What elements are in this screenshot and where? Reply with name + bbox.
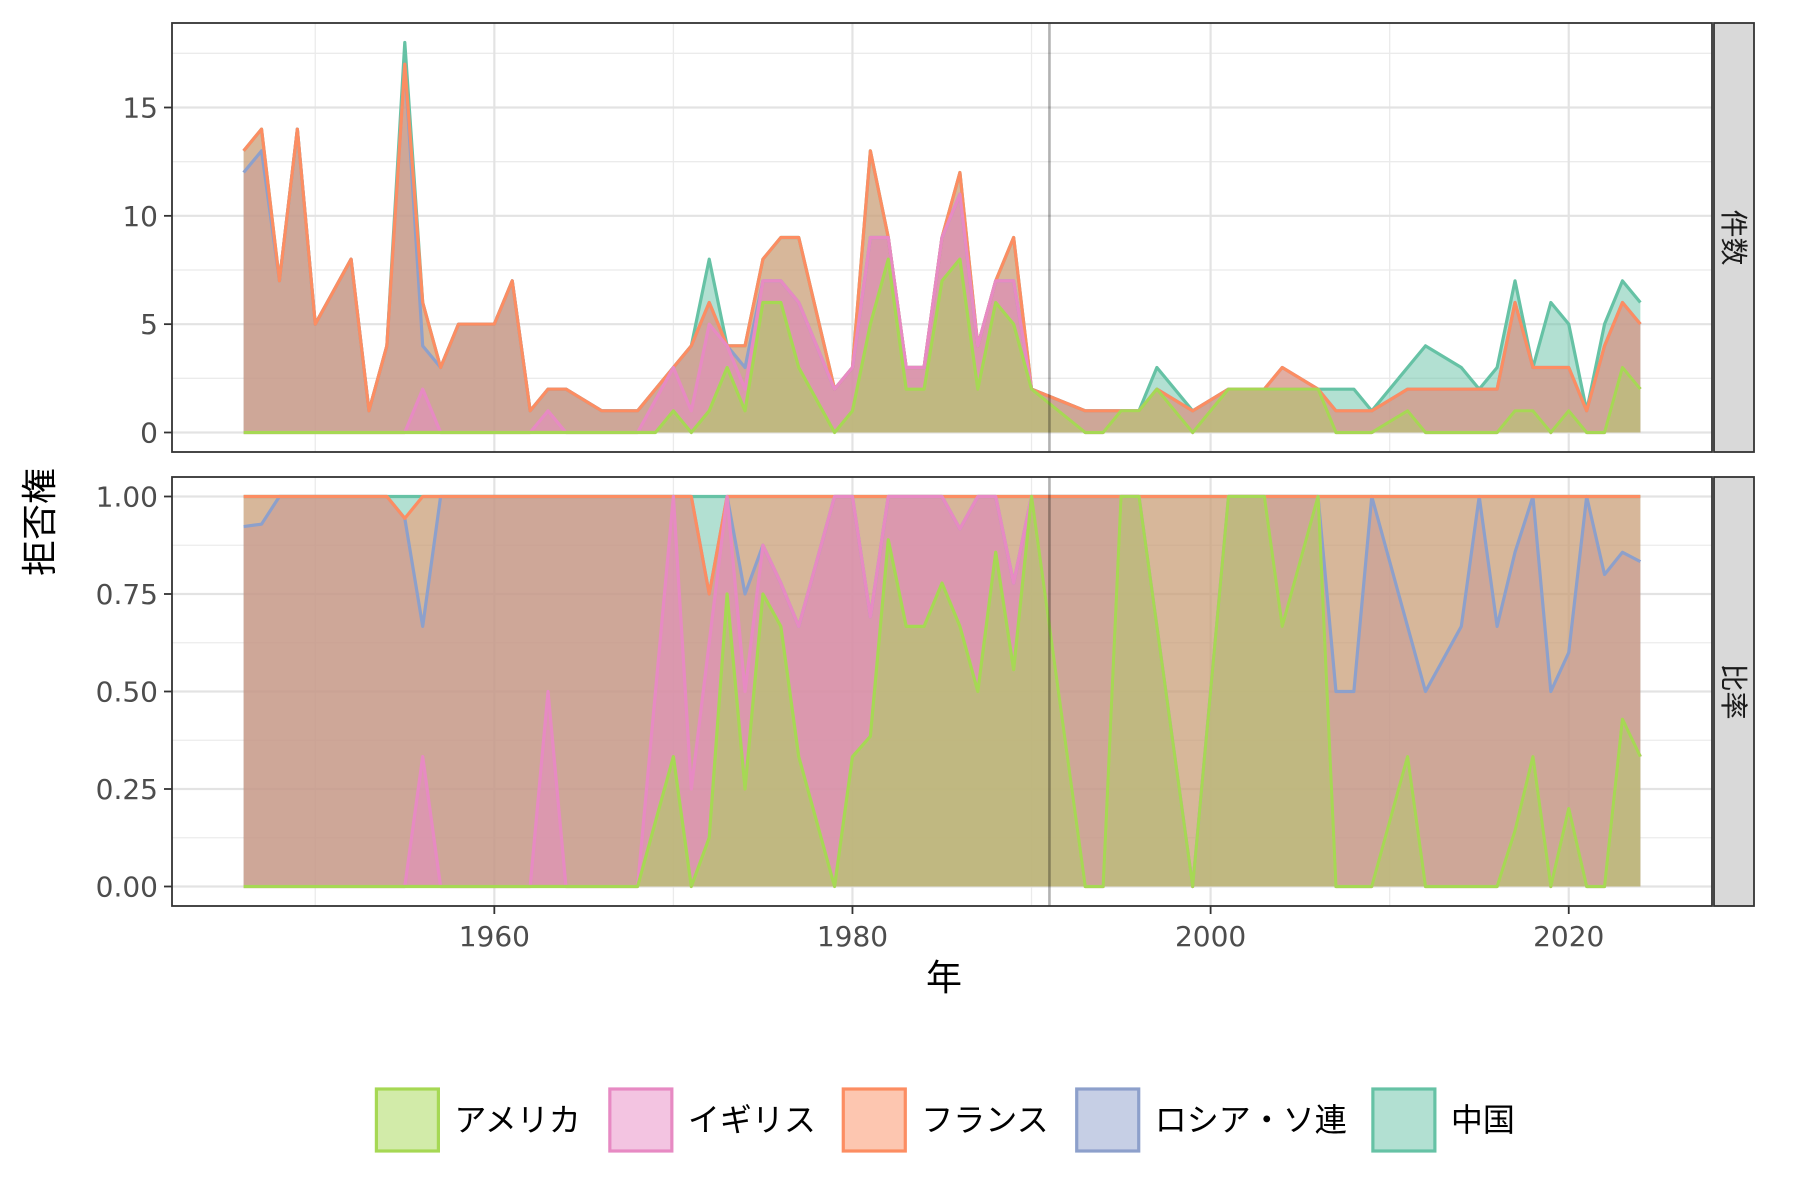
panel-border	[171, 22, 1713, 453]
legend-key-swatch	[374, 1087, 440, 1153]
legend-item-usa: アメリカ	[374, 1087, 581, 1153]
panel-1: 0 5 10 15 件数	[122, 22, 1755, 453]
facet-strip-label: 比率	[1717, 663, 1750, 719]
y-tick-label: 0.75	[96, 578, 158, 611]
legend-key-swatch	[608, 1087, 674, 1153]
line-usa	[243, 494, 1642, 889]
panel-2: 0.00 0.25 0.50 0.75 1.00 比率	[96, 476, 1755, 907]
legend-label: 中国	[1451, 1101, 1515, 1139]
line-france	[242, 62, 1642, 413]
facet-strip-label: 件数	[1717, 209, 1750, 265]
facet-strip	[1713, 22, 1755, 453]
x-tick-label: 2000	[1175, 920, 1246, 953]
x-axis: 1960 1980 2000 2020	[459, 906, 1604, 953]
legend: アメリカ イギリス フランス ロシア・ソ連 中国	[374, 1087, 1515, 1153]
y-tick-label: 1.00	[96, 481, 158, 514]
legend-key-swatch	[1371, 1087, 1437, 1153]
y-tick-label: 10	[122, 200, 158, 233]
legend-label: イギリス	[688, 1101, 816, 1139]
line-france	[243, 494, 1641, 596]
line-usa	[243, 257, 1642, 435]
areas	[243, 494, 1642, 889]
legend-label: ロシア・ソ連	[1155, 1101, 1347, 1139]
y-tick-label: 0.50	[96, 676, 158, 709]
legend-key-swatch	[841, 1087, 907, 1153]
y-tick-label: 15	[122, 92, 158, 125]
panels-layer: 0 5 10 15 件数 0.00 0.25 0.50 0.75 1.00 比率	[96, 22, 1755, 907]
y-axis: 0 5 10 15	[122, 92, 172, 450]
y-tick-label: 0.00	[96, 871, 158, 904]
x-tick-label: 1960	[459, 920, 530, 953]
facet-strip	[1713, 476, 1755, 907]
legend-item-france: フランス	[841, 1087, 1049, 1153]
legend-label: アメリカ	[454, 1101, 580, 1139]
y-tick-label: 5	[140, 308, 158, 341]
y-tick-label: 0.25	[96, 773, 158, 806]
x-axis-title: 年	[926, 958, 962, 999]
x-tick-label: 2020	[1533, 920, 1604, 953]
legend-item-china: 中国	[1370, 1087, 1515, 1153]
legend-item-uk: イギリス	[607, 1087, 816, 1153]
y-axis: 0.00 0.25 0.50 0.75 1.00	[96, 481, 172, 904]
y-tick-label: 0	[140, 417, 158, 450]
legend-label: フランス	[921, 1101, 1048, 1139]
y-axis-title: 拒否権	[20, 468, 61, 576]
legend-item-russia-ussr: ロシア・ソ連	[1074, 1087, 1347, 1153]
legend-key-swatch	[1075, 1087, 1141, 1153]
areas	[242, 40, 1642, 435]
x-tick-label: 1980	[817, 920, 888, 953]
